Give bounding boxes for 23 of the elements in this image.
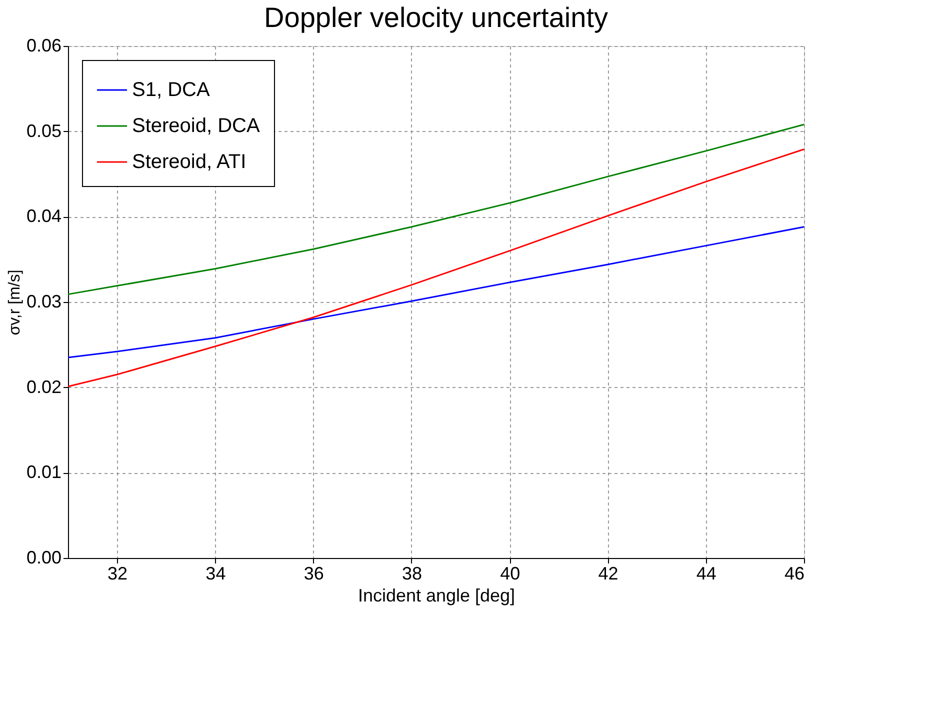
x-tick-label: 34 (206, 564, 226, 584)
y-tick-label: 0.01 (26, 462, 62, 482)
x-tick-label: 44 (696, 564, 716, 584)
chart-title: Doppler velocity uncertainty (264, 2, 608, 33)
x-tick-label: 36 (304, 564, 324, 584)
line-series (67, 226, 805, 358)
y-tick-label: 0.06 (26, 36, 62, 56)
x-tick-label: 38 (402, 564, 422, 584)
y-tick-label: 0.05 (26, 120, 62, 141)
y-axis-title: σv,r [m/s] (6, 270, 24, 336)
x-tick-label: 46 (784, 564, 804, 584)
legend-label: Stereoid, DCA (132, 115, 260, 137)
line-series (67, 148, 805, 388)
x-tick-label: 42 (598, 564, 618, 584)
legend-label: S1, DCA (132, 79, 210, 101)
x-axis-title: Incident angle [deg] (358, 586, 516, 606)
y-tick-label: 0.02 (26, 376, 62, 397)
x-tick-label: 32 (108, 564, 128, 584)
y-tick-label: 0.00 (26, 548, 62, 568)
y-tick-label: 0.03 (26, 292, 62, 312)
y-tick-label: 0.04 (26, 206, 62, 226)
legend-label: Stereoid, ATI (132, 151, 246, 173)
x-tick-label: 40 (500, 564, 520, 584)
